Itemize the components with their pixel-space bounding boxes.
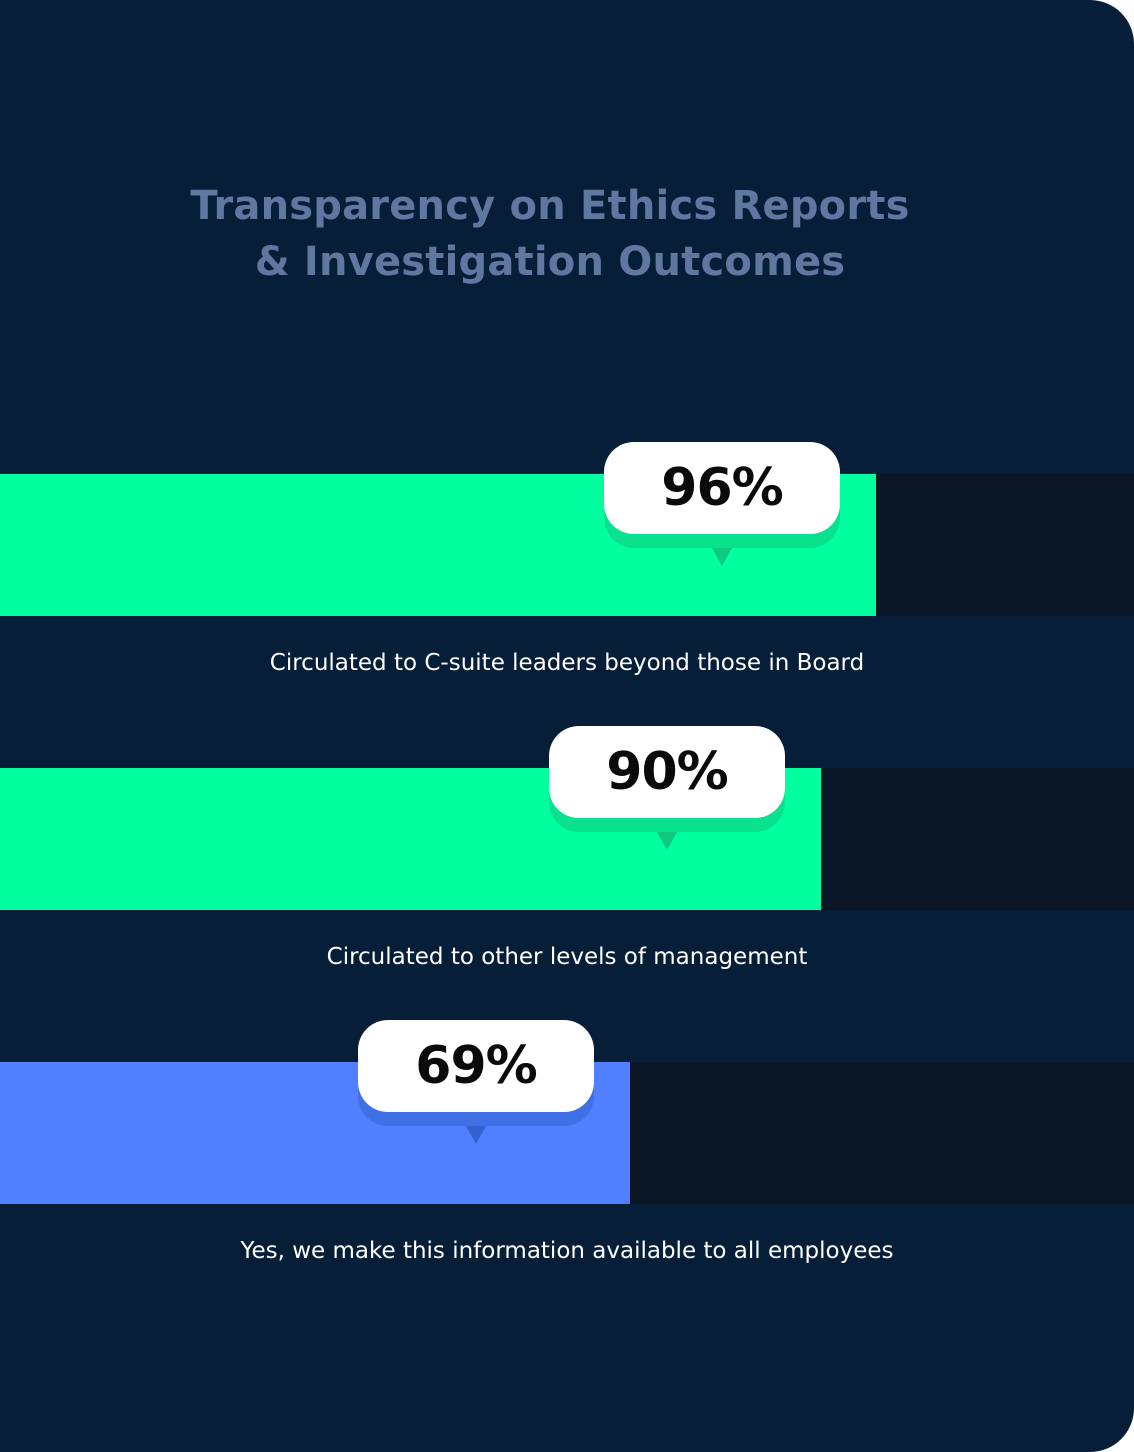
- value-bubble-c-suite: 96%: [604, 442, 840, 566]
- category-label-c-suite: Circulated to C-suite leaders beyond tho…: [269, 650, 865, 676]
- category-label-management: Circulated to other levels of management: [326, 944, 808, 970]
- value-bubble-all-employees: 69%: [358, 1020, 594, 1144]
- value-bubble-management: 90%: [549, 726, 785, 850]
- bubble-tail: [712, 548, 732, 566]
- chart-title-line-2: & Investigation Outcomes: [254, 239, 846, 285]
- value-label-all-employees: 69%: [358, 1020, 594, 1112]
- chart-title: Transparency on Ethics Reports & Investi…: [0, 178, 1100, 290]
- bubble-tail: [657, 832, 677, 850]
- bubble-tail: [466, 1126, 486, 1144]
- category-label-all-employees: Yes, we make this information available …: [240, 1238, 894, 1264]
- value-label-c-suite: 96%: [604, 442, 840, 534]
- bar-track-c-suite: [0, 474, 1134, 616]
- chart-title-line-1: Transparency on Ethics Reports: [190, 183, 910, 229]
- value-label-management: 90%: [549, 726, 785, 818]
